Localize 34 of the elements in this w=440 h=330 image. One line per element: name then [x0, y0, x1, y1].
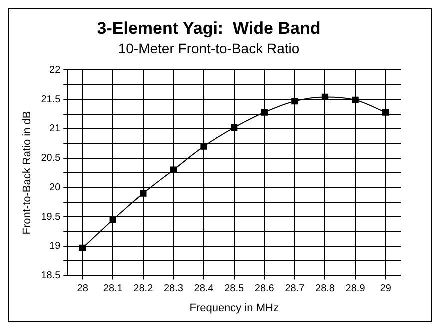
x-tick-label: 28.7: [285, 284, 306, 295]
chart-subtitle: 10-Meter Front-to-Back Ratio: [118, 40, 300, 57]
y-tick-label: 19: [50, 241, 62, 252]
point: [231, 124, 238, 132]
x-axis-title: Frequency in MHz: [190, 302, 279, 314]
chart-title: 3-Element Yagi: Wide Band: [97, 18, 321, 38]
y-tick-label: 21: [50, 124, 62, 135]
x-tick-label: 28.3: [164, 284, 184, 295]
x-tick-label: 28.8: [316, 284, 336, 295]
point: [79, 244, 86, 252]
y-tick-label: 18.5: [41, 270, 62, 282]
point: [170, 166, 178, 174]
point: [140, 190, 147, 197]
x-tick-label: 28.4: [194, 284, 214, 295]
point: [200, 143, 208, 150]
point: [110, 216, 116, 224]
x-tick-label: 28.6: [254, 284, 275, 295]
y-tick-label: 19.5: [41, 212, 62, 223]
point: [261, 109, 268, 116]
x-tick-label: 28.2: [134, 284, 154, 295]
x-tick-label: 28.9: [346, 284, 366, 295]
y-tick-label: 22: [50, 64, 62, 76]
point: [382, 109, 390, 116]
y-axis-title: Front-to-Back Ratio in dB: [22, 111, 34, 235]
y-tick-label: 20.5: [41, 153, 62, 164]
x-tick-label: 28.1: [103, 284, 124, 295]
point: [352, 96, 359, 104]
x-tick-label: 28: [77, 284, 89, 295]
y-tick-label: 21.5: [41, 94, 62, 106]
x-tick-label: 28.5: [224, 284, 244, 295]
point: [322, 94, 329, 101]
y-tick-label: 20: [50, 182, 62, 194]
point: [292, 98, 298, 105]
x-tick-label: 29: [380, 284, 392, 295]
